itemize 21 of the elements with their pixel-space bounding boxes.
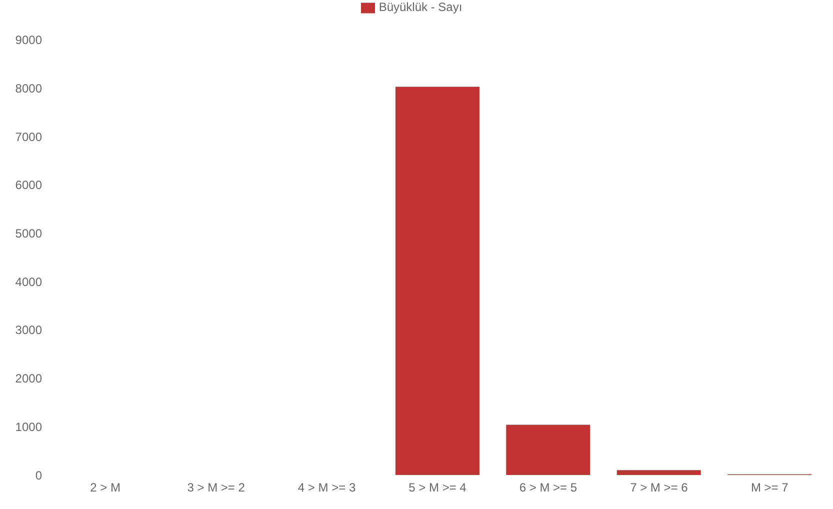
x-tick-label: 3 > M >= 2 [187, 480, 246, 495]
x-tick-label: 4 > M >= 3 [298, 480, 356, 495]
x-tick-label: 2 > M [90, 480, 121, 495]
x-tick-label: 6 > M >= 5 [519, 480, 578, 495]
y-tick-label: 2000 [15, 372, 42, 386]
y-tick-label: 0 [35, 468, 42, 482]
y-tick-label: 3000 [15, 323, 42, 338]
bar [506, 424, 590, 475]
y-tick-label: 8000 [15, 81, 42, 96]
y-tick-label: 4000 [15, 274, 42, 289]
y-tick-label: 5000 [15, 226, 42, 240]
y-tick-label: 7000 [15, 130, 42, 144]
bar [395, 86, 480, 475]
legend-label: Büyüklük - Sayı [378, 0, 462, 14]
y-tick-label: 9000 [15, 33, 42, 48]
x-tick-label: M >= 7 [750, 480, 789, 495]
bar [616, 470, 701, 475]
x-tick-label: 5 > M >= 4 [408, 480, 467, 495]
y-tick-label: 1000 [15, 420, 42, 434]
y-tick-label: 6000 [15, 178, 42, 192]
x-tick-label: 7 > M >= 6 [630, 480, 688, 495]
